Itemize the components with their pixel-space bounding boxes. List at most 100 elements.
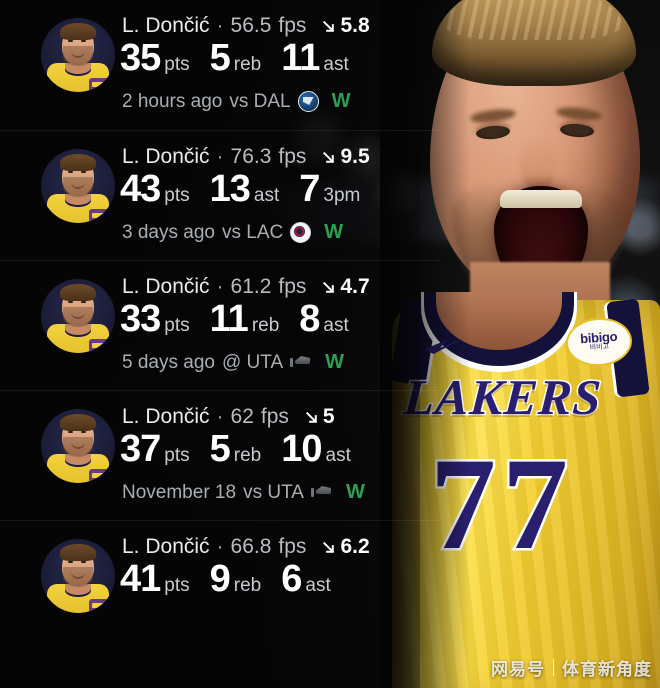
stat-unit: pts: [164, 315, 190, 336]
avatar-mouth: [71, 571, 85, 579]
player-name[interactable]: L. Dončić: [122, 275, 210, 298]
avatar-eye-right: [81, 40, 86, 42]
game-date: November 18: [122, 481, 237, 503]
stat-value: 8: [299, 298, 320, 340]
utah-jazz-logo: [310, 483, 333, 502]
player-name[interactable]: L. Dončić: [122, 145, 210, 168]
game-result-badge: W: [324, 221, 344, 243]
game-matchup: vs DAL: [229, 90, 291, 112]
stat-value: 5: [209, 37, 231, 79]
fantasy-points-unit: fps: [278, 14, 307, 37]
stat-item: 43 pts: [120, 170, 190, 208]
watermark: 网易号 体育新角度: [491, 655, 652, 680]
stat-item: 5 reb: [210, 39, 262, 77]
stat-item: 11 ast: [281, 39, 349, 77]
stat-value: 41: [120, 558, 161, 600]
player-name[interactable]: L. Dončić: [122, 14, 210, 37]
jersey-team-wordmark: LAKERS: [401, 368, 606, 427]
game-log-row[interactable]: L. Dončić · 56.5 fps 5.8 35 pts 5 reb 11 ast 2 hour…: [0, 0, 440, 130]
avatar-eye-right: [81, 171, 86, 173]
game-log-list: L. Dončić · 56.5 fps 5.8 35 pts 5 reb 11 ast 2 hour…: [0, 0, 440, 650]
trend-indicator: 5.8: [322, 14, 370, 38]
game-matchup: @ UTA: [221, 351, 284, 373]
avatar-team-logo: [89, 599, 109, 613]
row-header: L. Dončić · 66.8 fps 6.2: [122, 535, 370, 559]
avatar-eye-right: [81, 431, 86, 433]
avatar-eye-left: [68, 40, 73, 42]
game-matchup: vs UTA: [243, 481, 304, 503]
trend-indicator: 9.5: [322, 145, 370, 169]
game-log-row[interactable]: L. Dončić · 76.3 fps 9.5 43 pts 13 ast 7 3pm 3 days…: [0, 130, 440, 260]
player-hair: [432, 0, 636, 86]
player-name[interactable]: L. Dončić: [122, 535, 210, 558]
stat-value: 5: [209, 428, 231, 470]
game-date: 2 hours ago: [122, 90, 223, 112]
stat-value: 13: [209, 168, 251, 210]
fantasy-points-value: 62: [230, 405, 254, 428]
stat-item: 7 3pm: [299, 170, 360, 208]
stat-unit: ast: [323, 54, 349, 75]
trend-indicator: 5: [305, 405, 335, 429]
avatar-hair: [60, 414, 96, 431]
stat-value: 10: [281, 428, 322, 470]
stat-item: 37 pts: [120, 430, 190, 468]
game-subline: 2 hours ago vs DAL W: [122, 90, 351, 113]
jersey-number: 77: [428, 430, 574, 577]
player-avatar[interactable]: [41, 18, 115, 92]
trend-value: 5: [322, 405, 335, 428]
trend-indicator: 4.7: [322, 275, 370, 299]
fantasy-points-unit: fps: [260, 405, 289, 428]
avatar-eye-left: [68, 301, 73, 303]
avatar-neckline: [65, 324, 91, 337]
avatar-hair: [60, 23, 96, 40]
stat-value: 35: [120, 37, 161, 79]
row-header: L. Dončić · 56.5 fps 5.8: [122, 14, 370, 38]
fantasy-points-unit: fps: [278, 145, 307, 168]
avatar-neckline: [65, 63, 91, 76]
stat-unit: reb: [233, 575, 262, 596]
game-log-row[interactable]: L. Dončić · 66.8 fps 6.2 41 pts 9 reb 6 ast: [0, 520, 440, 650]
fantasy-points-unit: fps: [278, 535, 307, 558]
stat-value: 11: [281, 37, 320, 79]
stat-value: 6: [281, 558, 302, 600]
fantasy-points-value: 61.2: [230, 275, 272, 298]
trend-value: 4.7: [340, 275, 370, 298]
trending-down-arrow-icon: [323, 541, 335, 553]
stat-line: 37 pts 5 reb 10 ast: [120, 430, 371, 468]
avatar-team-logo: [89, 339, 109, 353]
player-avatar[interactable]: [41, 149, 115, 223]
row-header: L. Dončić · 76.3 fps 9.5: [122, 145, 370, 169]
stat-line: 33 pts 11 reb 8 ast: [120, 300, 369, 338]
player-teeth-upper: [500, 190, 582, 208]
avatar-hair: [60, 544, 96, 561]
separator-dot: ·: [216, 145, 224, 168]
stat-value: 11: [209, 298, 249, 340]
avatar-neckline: [65, 584, 91, 597]
fantasy-points-value: 76.3: [230, 145, 272, 168]
stat-item: 13 ast: [210, 170, 280, 208]
stat-item: 10 ast: [281, 430, 351, 468]
stat-line: 43 pts 13 ast 7 3pm: [120, 170, 380, 208]
la-clippers-logo: [290, 222, 312, 243]
avatar-eye-left: [68, 431, 73, 433]
game-subline: 5 days ago @ UTA W: [122, 351, 344, 374]
player-avatar[interactable]: [41, 539, 115, 613]
game-subline: 3 days ago vs LAC W: [122, 221, 343, 244]
player-avatar[interactable]: [41, 279, 115, 353]
stat-unit: reb: [233, 54, 262, 75]
avatar-mouth: [71, 311, 85, 319]
game-log-row[interactable]: L. Dončić · 62 fps 5 37 pts 5 reb 10 ast November 1…: [0, 390, 440, 520]
watermark-channel: 体育新角度: [562, 660, 652, 680]
player-avatar[interactable]: [41, 409, 115, 483]
stat-value: 7: [299, 168, 320, 210]
avatar-eye-right: [81, 561, 86, 563]
stat-item: 41 pts: [120, 560, 190, 598]
stat-unit: ast: [323, 315, 349, 336]
player-name[interactable]: L. Dončić: [122, 405, 210, 428]
stat-unit: ast: [253, 185, 280, 206]
game-date: 5 days ago: [122, 351, 215, 373]
game-log-row[interactable]: L. Dončić · 61.2 fps 4.7 33 pts 11 reb 8 ast 5 days…: [0, 260, 440, 390]
watermark-brand: 网易号: [491, 660, 545, 680]
game-date: 3 days ago: [122, 221, 215, 243]
stat-unit: ast: [325, 445, 351, 466]
